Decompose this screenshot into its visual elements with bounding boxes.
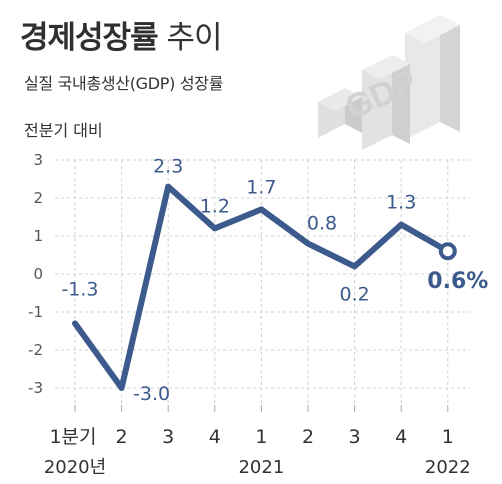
x-year-label: 2022 [425,457,471,478]
page-title: 경제성장률 추이 [20,12,223,57]
chart-subtitle: 실질 국내총생산(GDP) 성장률 [24,74,224,93]
x-tick-label: 1 [255,426,267,448]
x-tick-label: 2 [302,426,314,448]
y-tick-label: -3 [28,379,43,397]
x-tick-label: 2 [116,426,128,448]
x-tick-label: 4 [209,426,221,448]
gdp-chart-icon: GDP [318,15,460,150]
series-layer [72,183,457,391]
x-tick-label: 3 [162,426,174,448]
x-axis: 1분기 2020년 2 3 4 1 2021 2 3 4 1 2022 [44,405,471,478]
data-label: 1.2 [200,195,230,217]
y-tick-label: -1 [28,303,43,321]
data-label: -1.3 [61,278,98,300]
data-label-layer: -1.3 -3.0 2.3 1.2 1.7 0.8 0.2 1.3 0.6% [61,156,488,405]
data-label: 1.3 [386,192,416,214]
last-point-marker [438,242,457,261]
x-year-label: 2021 [238,457,284,478]
data-label: 0.8 [307,213,337,235]
title-light: 추이 [166,20,222,56]
data-label: 0.6% [427,269,488,294]
x-tick-label: 1분기 [49,426,96,448]
x-tick-label: 4 [395,426,407,448]
data-label: 0.2 [339,283,369,305]
data-label: -3.0 [133,383,170,405]
y-axis: 3 2 1 0 -1 -2 -3 [28,151,43,397]
y-tick-label: 0 [33,265,43,283]
series-line [72,183,451,391]
data-label: 1.7 [246,176,276,198]
x-year-label: 2020년 [44,457,106,478]
y-tick-label: 2 [33,189,43,207]
y-tick-label: -2 [28,341,43,359]
y-tick-label: 3 [33,151,43,169]
x-tick-label: 3 [349,426,361,448]
unit-label: 전분기 대비 [24,121,103,140]
title-bold: 경제성장률 [20,20,159,56]
x-tick-label: 1 [442,426,454,448]
data-label: 2.3 [153,156,183,178]
grid-layer [55,159,470,405]
y-tick-label: 1 [33,227,43,245]
